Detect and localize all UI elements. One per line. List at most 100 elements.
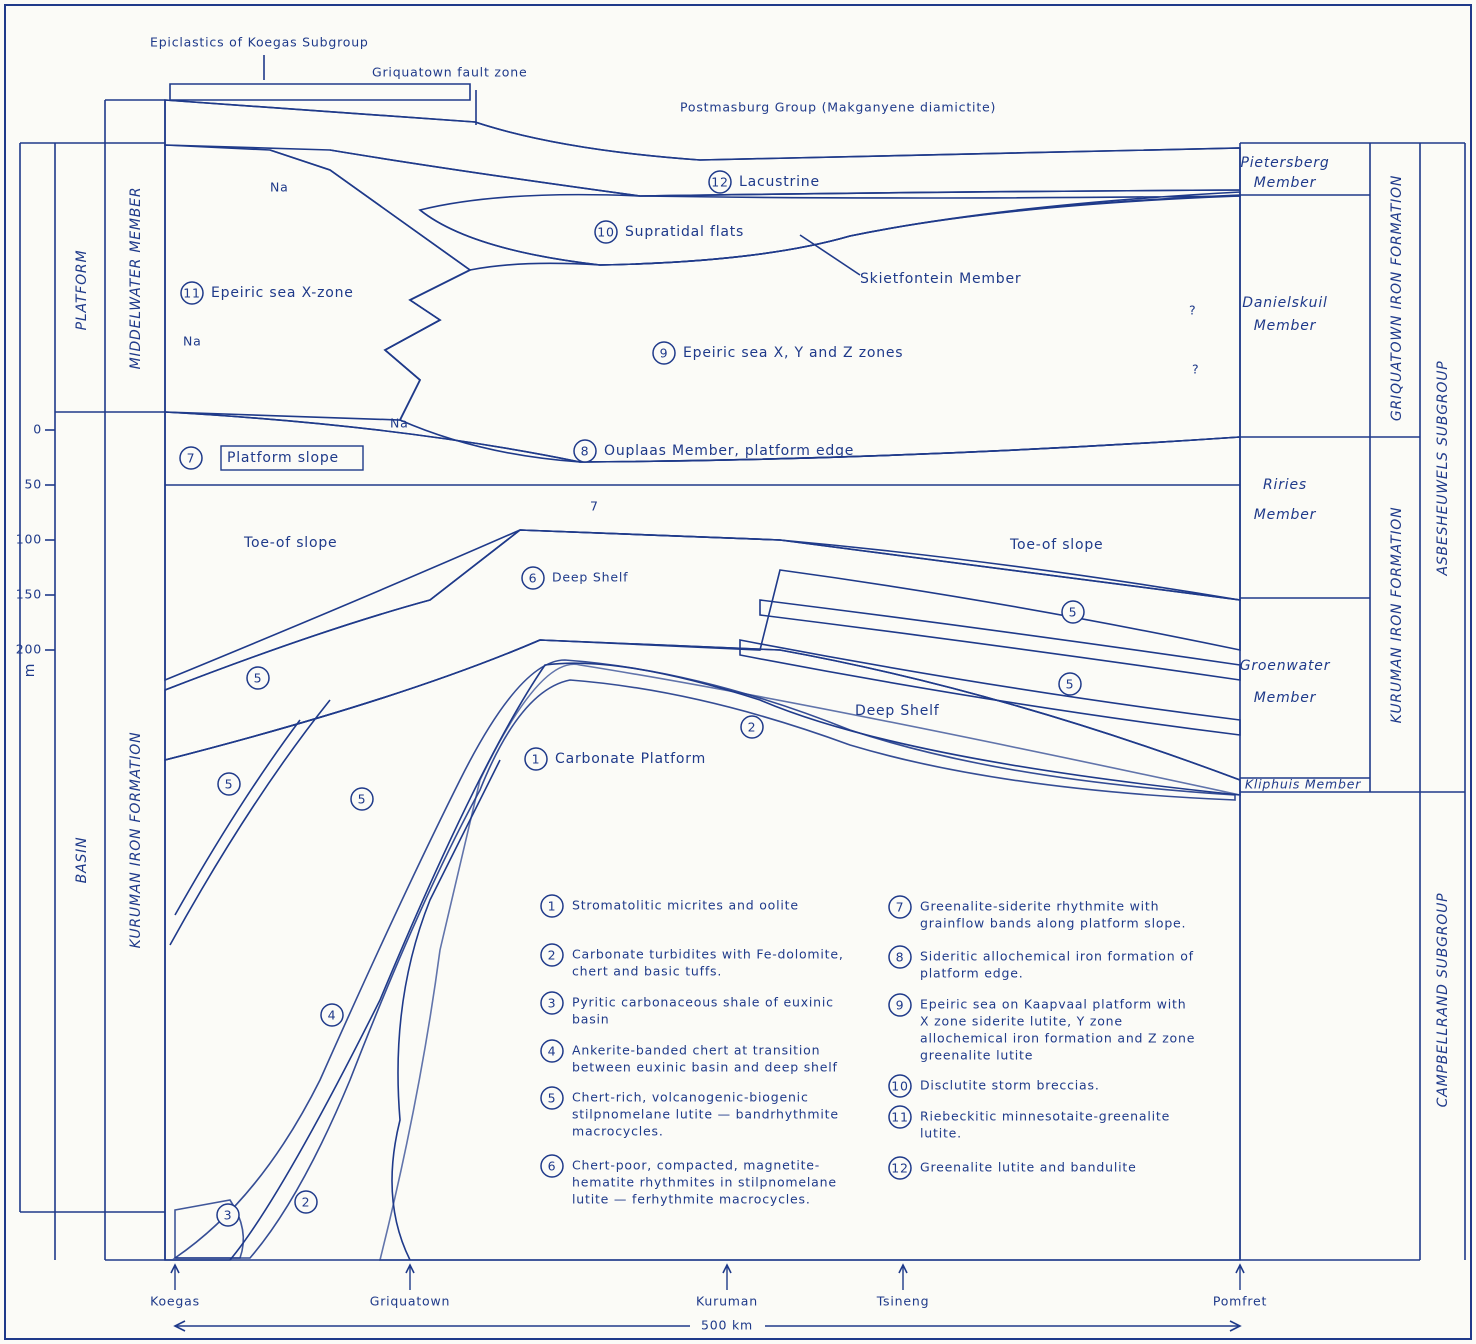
- label: Na: [390, 416, 409, 431]
- scale-label: 0: [33, 422, 42, 437]
- zone-number: 5: [225, 777, 234, 792]
- scale-label: 100: [16, 532, 42, 547]
- zone-label: Platform slope: [227, 450, 339, 466]
- zone-label: Lacustrine: [739, 174, 820, 190]
- label: Deep Shelf: [855, 703, 940, 719]
- zone-label: Deep Shelf: [552, 570, 628, 585]
- basin-label: BASIN: [74, 837, 90, 884]
- zone-number: 2: [748, 720, 757, 735]
- fault-line: [392, 760, 500, 1260]
- legend-text: Pyritic carbonaceous shale of euxinic: [572, 995, 834, 1010]
- legend-number: 11: [891, 1110, 909, 1125]
- zone-number: 5: [1066, 677, 1075, 692]
- legend-number: 6: [548, 1159, 557, 1174]
- member-name: Groenwater: [1240, 658, 1331, 674]
- legend-text: between euxinic basin and deep shelf: [572, 1060, 838, 1075]
- label: Toe-of slope: [243, 535, 337, 551]
- slope-line: [165, 485, 1240, 486]
- legend-text: platform edge.: [920, 966, 1024, 981]
- member-label: MIDDELWATER MEMBER: [128, 187, 144, 370]
- legend-number: 4: [548, 1044, 557, 1059]
- zone-number: 4: [328, 1008, 337, 1023]
- label: 7: [590, 499, 599, 514]
- annotation: Epiclastics of Koegas Subgroup: [150, 35, 369, 50]
- zone-number: 6: [529, 571, 538, 586]
- zone-number: 5: [358, 792, 367, 807]
- legend-number: 12: [891, 1161, 909, 1176]
- cross-section: PLATFORM BASIN MIDDELWATER MEMBER KURUMAN I…: [0, 0, 1476, 1344]
- member-name: Member: [1254, 318, 1317, 334]
- legend-number: 5: [548, 1091, 557, 1106]
- platform-label: PLATFORM: [74, 250, 90, 331]
- zone-label: Epeiric sea X-zone: [211, 285, 354, 301]
- epeiric-dots: [385, 196, 1240, 462]
- scale-label: 150: [16, 587, 42, 602]
- zone-label: Epeiric sea X, Y and Z zones: [683, 345, 903, 361]
- legend-text: Chert-poor, compacted, magnetite-: [572, 1158, 820, 1173]
- formation-name: KURUMAN IRON FORMATION: [1389, 507, 1405, 724]
- locality: Tsineng: [876, 1294, 930, 1309]
- label: Skietfontein Member: [860, 271, 1021, 287]
- zone-number: 9: [660, 346, 669, 361]
- legend-text: chert and basic tuffs.: [572, 964, 722, 979]
- member-name: Danielskuil: [1242, 295, 1327, 311]
- legend-text: Greenalite-siderite rhythmite with: [920, 899, 1159, 914]
- label: ?: [1189, 303, 1196, 318]
- scale-unit: m: [22, 663, 38, 677]
- zone-number: 11: [183, 286, 201, 301]
- label: Na: [183, 334, 202, 349]
- legend-text: Disclutite storm breccias.: [920, 1078, 1100, 1093]
- zone-number: 1: [532, 752, 541, 767]
- distance-label: 500 km: [701, 1318, 753, 1333]
- member-name: Riries: [1263, 477, 1307, 493]
- zone-number: 10: [597, 225, 615, 240]
- legend-text: Riebeckitic minnesotaite-greenalite: [920, 1109, 1170, 1124]
- locality: Griquatown: [370, 1294, 451, 1309]
- zone-label: Supratidal flats: [625, 224, 744, 240]
- member-name: Pietersberg: [1240, 155, 1329, 171]
- deep-shelf-hatch: [165, 530, 1240, 760]
- label: ?: [1192, 362, 1199, 377]
- legend-text: allochemical iron formation and Z zone: [920, 1031, 1195, 1046]
- formation-name: GRIQUATOWN IRON FORMATION: [1389, 175, 1405, 421]
- legend-number: 1: [548, 899, 557, 914]
- scale-label: 200: [16, 642, 42, 657]
- legend-text: Epeiric sea on Kaapvaal platform with: [920, 997, 1186, 1012]
- legend-text: Sideritic allochemical iron formation of: [920, 949, 1194, 964]
- member-name: Member: [1254, 175, 1317, 191]
- member-name: Kliphuis Member: [1245, 777, 1361, 792]
- legend-text: greenalite lutite: [920, 1048, 1033, 1063]
- annotation: Griquatown fault zone: [372, 65, 527, 80]
- member-name: Member: [1254, 690, 1317, 706]
- legend-number: 3: [548, 996, 557, 1011]
- legend-number: 7: [896, 900, 905, 915]
- legend-text: Carbonate turbidites with Fe-dolomite,: [572, 947, 844, 962]
- subgroup-name: CAMPBELLRAND SUBGROUP: [1435, 893, 1451, 1108]
- x-zone: [165, 145, 470, 420]
- legend-number: 8: [896, 950, 905, 965]
- legend-number: 2: [548, 948, 557, 963]
- subgroup-name: ASBESHEUWELS SUBGROUP: [1435, 360, 1451, 576]
- label: Na: [270, 180, 289, 195]
- legend-text: lutite.: [920, 1126, 962, 1141]
- legend-text: hematite rhythmites in stilpnomelane: [572, 1175, 837, 1190]
- legend-number: 10: [891, 1079, 909, 1094]
- legend-text: X zone siderite lutite, Y zone: [920, 1014, 1123, 1029]
- zone-number: 3: [224, 1208, 233, 1223]
- annotation: Postmasburg Group (Makganyene diamictite…: [680, 100, 996, 115]
- legend-text: grainflow bands along platform slope.: [920, 916, 1186, 931]
- page: { "annotations": {"epiclastics": "Epicla…: [0, 0, 1476, 1344]
- legend-text: Chert-rich, volcanogenic-biogenic: [572, 1090, 809, 1105]
- legend-text: Stromatolitic micrites and oolite: [572, 898, 799, 913]
- zone-label: Ouplaas Member, platform edge: [604, 443, 854, 459]
- legend-text: basin: [572, 1012, 610, 1027]
- zone-number: 5: [1069, 605, 1078, 620]
- legend-text: macrocycles.: [572, 1124, 664, 1139]
- epiclastic-dots: [170, 84, 470, 100]
- zone-number: 2: [302, 1195, 311, 1210]
- zone-number: 7: [187, 451, 196, 466]
- legend-number: 9: [896, 998, 905, 1013]
- zone-number: 5: [254, 671, 263, 686]
- chert-bands: [740, 600, 1240, 735]
- scale-label: 50: [24, 477, 42, 492]
